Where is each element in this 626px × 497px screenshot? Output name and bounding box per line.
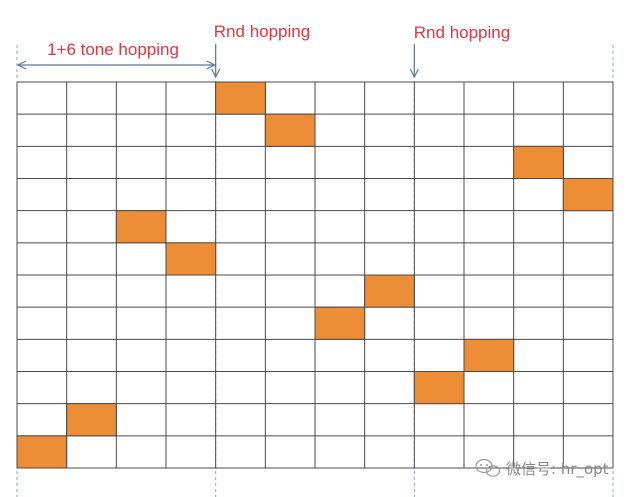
filled-cell [264, 113, 316, 147]
filled-cell [364, 274, 415, 308]
filled-cell [16, 435, 68, 469]
range-arrow-left-head [16, 60, 27, 70]
filled-cell [513, 145, 564, 179]
arrows [16, 44, 419, 79]
filled-cell [463, 338, 515, 373]
hop-arrow-head [211, 68, 221, 79]
range-label: 1+6 tone hopping [47, 40, 179, 59]
hop-label-2: Rnd hopping [414, 23, 510, 42]
filled-cell [413, 371, 465, 405]
watermark: 微信号: hr_opt [475, 458, 609, 479]
hop-arrow-head [409, 68, 419, 79]
filled-cell [165, 242, 217, 276]
range-arrow-right-head [206, 60, 217, 70]
filled-cells [16, 81, 614, 469]
watermark-text: 微信号: hr_opt [506, 460, 609, 479]
filled-cell [314, 306, 366, 340]
filled-cell [66, 403, 117, 437]
filled-cell [115, 210, 167, 244]
filled-cell [215, 81, 266, 115]
hop-label-1: Rnd hopping [214, 22, 310, 41]
wechat-icon [475, 458, 501, 477]
filled-cell [562, 178, 614, 212]
